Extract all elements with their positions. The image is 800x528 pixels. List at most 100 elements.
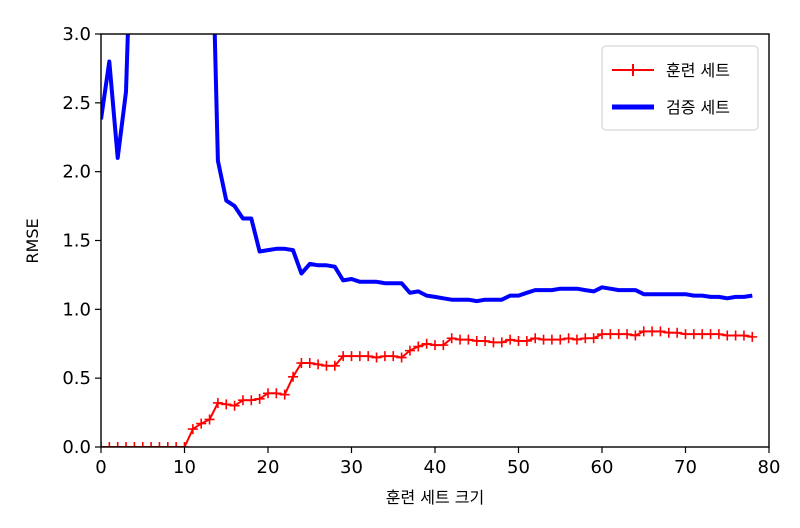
train-data-point (555, 334, 566, 345)
train-data-point (480, 335, 491, 346)
train-data-point (588, 333, 599, 344)
train-data-point (546, 334, 557, 345)
train-data-point (438, 340, 449, 351)
x-tick-label: 50 (507, 457, 530, 478)
train-data-point (388, 351, 399, 362)
train-data-point (296, 358, 307, 369)
train-data-point (313, 359, 324, 370)
train-data-point (488, 337, 499, 348)
train-data-point (112, 442, 123, 447)
y-tick-label: 3.0 (62, 24, 91, 45)
train-data-point (705, 329, 716, 340)
train-data-point (321, 360, 332, 371)
train-data-point (212, 397, 223, 408)
train-data-point (513, 335, 524, 346)
legend-entry-train: 훈련 세트 (612, 61, 730, 80)
train-data-point (630, 330, 641, 341)
train-data-point (379, 351, 390, 362)
train-data-point (204, 414, 215, 425)
train-data-point (179, 442, 190, 447)
train-data-point (288, 371, 299, 382)
train-data-point (580, 333, 591, 344)
legend-train-marker (627, 64, 639, 76)
train-data-point (263, 388, 273, 399)
train-data-point (196, 418, 207, 429)
train-data-point (171, 442, 182, 447)
train-data-point (722, 330, 733, 341)
validation-series-line (101, 34, 753, 304)
train-data-point (605, 329, 616, 340)
x-axis: 0 10 20 30 40 50 60 70 80 (95, 447, 780, 478)
train-data-point (346, 351, 357, 362)
train-data-point (338, 351, 349, 362)
legend-validation-label: 검증 세트 (666, 98, 730, 117)
x-tick-label: 0 (95, 457, 106, 478)
x-axis-label: 훈련 세트 크기 (386, 488, 485, 507)
x-tick-label: 60 (591, 457, 614, 478)
train-data-point (271, 388, 282, 399)
train-data-point (354, 351, 365, 362)
y-tick-label: 0.5 (62, 368, 91, 389)
y-tick-label: 1.0 (62, 299, 91, 320)
train-data-point (304, 358, 315, 369)
train-data-point (597, 329, 607, 340)
legend: 훈련 세트 검증 세트 (601, 45, 759, 131)
train-data-point (663, 327, 674, 338)
train-data-point (738, 330, 749, 341)
train-data-point (563, 333, 574, 344)
x-tick-label: 30 (340, 457, 363, 478)
train-data-point (162, 442, 173, 447)
train-data-point (647, 326, 658, 337)
train-data-point (672, 327, 683, 338)
train-data-point (137, 442, 148, 447)
train-data-point (279, 389, 290, 400)
train-data-point (246, 395, 257, 406)
y-tick-label: 2.0 (62, 162, 91, 183)
train-data-point (571, 334, 582, 345)
train-data-point (363, 351, 374, 362)
train-data-point (446, 333, 457, 344)
train-data-point (430, 340, 440, 351)
train-data-point (471, 335, 482, 346)
legend-train-label: 훈련 세트 (666, 61, 730, 80)
y-tick-label: 1.5 (62, 231, 91, 252)
train-data-point (329, 360, 340, 371)
x-tick-label: 10 (173, 457, 196, 478)
train-data-point (521, 335, 532, 346)
train-data-point (104, 442, 115, 447)
train-data-point (688, 329, 699, 340)
series-layer (101, 34, 758, 447)
train-data-point (146, 442, 157, 447)
train-data-point (613, 329, 624, 340)
x-tick-label: 80 (758, 457, 781, 478)
train-data-point (697, 329, 708, 340)
train-data-point (371, 352, 382, 363)
train-data-point (221, 399, 232, 410)
train-data-point (496, 337, 507, 348)
train-data-point (154, 442, 165, 447)
train-data-point (129, 442, 140, 447)
legend-box (601, 45, 759, 131)
train-data-point (421, 338, 432, 349)
train-data-point (730, 330, 741, 341)
train-data-point (413, 341, 424, 352)
train-data-point (530, 333, 541, 344)
y-axis-label: RMSE (23, 218, 42, 263)
train-data-point (237, 395, 248, 406)
train-data-point (638, 326, 649, 337)
x-tick-label: 20 (257, 457, 280, 478)
train-data-point (455, 334, 466, 345)
legend-entry-validation: 검증 세트 (612, 98, 730, 117)
train-data-point (396, 352, 407, 363)
x-tick-label: 70 (674, 457, 697, 478)
train-data-point (538, 334, 549, 345)
train-data-point (622, 329, 633, 340)
train-data-point (121, 442, 132, 447)
train-data-point (747, 331, 758, 342)
train-data-point (404, 345, 415, 356)
train-data-point (187, 424, 198, 435)
train-data-point (655, 326, 666, 337)
y-axis: 0.0 0.5 1.0 1.5 2.0 2.5 3.0 (62, 24, 101, 458)
train-data-point (254, 393, 265, 404)
